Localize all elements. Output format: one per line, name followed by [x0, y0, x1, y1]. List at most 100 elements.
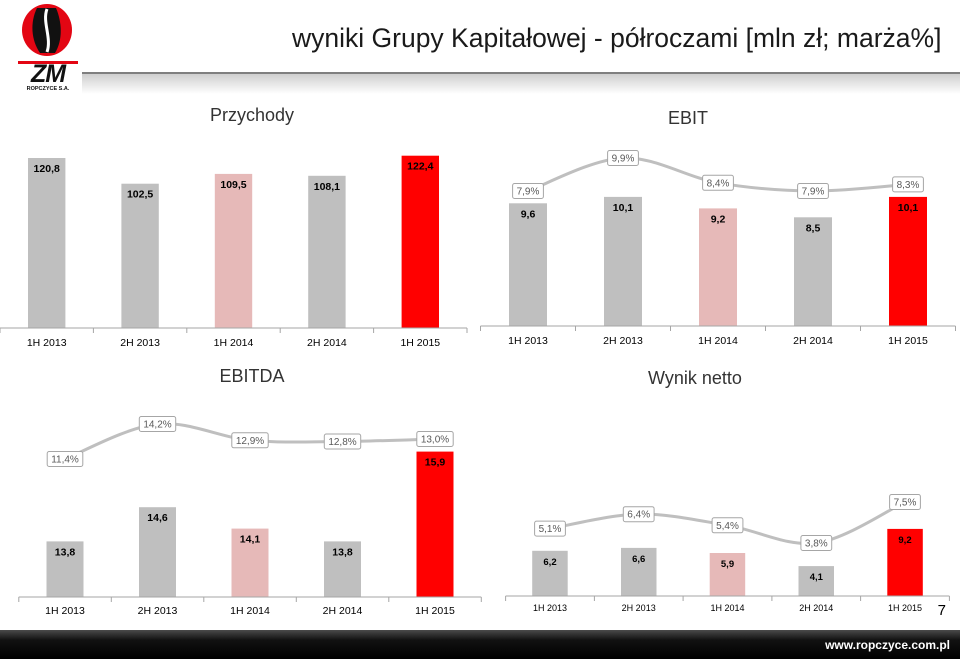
margin-label-box: [800, 535, 833, 551]
bar: [401, 155, 439, 328]
margin-label-text: 5,4%: [716, 521, 739, 532]
margin-label: 8,3%: [892, 176, 924, 193]
margin-label: 13,0%: [416, 431, 454, 447]
bar: [798, 566, 834, 596]
margin-label: 7,5%: [889, 494, 921, 510]
x-tick-label: 2H 2013: [138, 605, 178, 617]
x-tick-label: 2H 2013: [603, 335, 643, 347]
bar-value-label: 109,5: [220, 179, 246, 191]
bar: [709, 553, 746, 596]
margin-label-box: [607, 150, 639, 166]
chart-przychody: 120,8 102,5 109,5 108,1 122,4 1H 2013 2H 2013 1…: [0, 155, 468, 349]
x-tick-label: 2H 2013: [120, 337, 160, 349]
bar: [509, 203, 547, 326]
margin-label-text: 13,0%: [421, 435, 449, 446]
bar: [604, 196, 642, 326]
bar-value-label: 8,5: [806, 222, 821, 234]
bar: [416, 451, 454, 597]
margin-label-text: 12,8%: [328, 437, 356, 448]
footer-website-url: www.ropczyce.com.pl: [825, 638, 950, 652]
x-tick-label: 2H 2013: [622, 603, 656, 613]
x-tick-label: 2H 2014: [793, 335, 833, 347]
bar: [121, 183, 159, 328]
margin-label: 9,9%: [607, 150, 639, 166]
chart-ebitda: 13,8 14,6 14,1 13,8 15,9 1H 2013 2H 2013 1H 201…: [18, 416, 482, 617]
bar-value-label: 10,1: [613, 202, 634, 214]
margin-label-text: 3,8%: [805, 539, 828, 550]
header-shade: [82, 74, 960, 94]
slide-title: wyniki Grupy Kapitałowej - półroczami [m…: [292, 23, 942, 53]
margin-label-text: 7,9%: [517, 187, 540, 198]
logo-mark-text: ZM: [30, 60, 67, 88]
margin-label-box: [892, 176, 924, 193]
x-tick-label: 1H 2013: [508, 335, 548, 347]
margin-label-text: 9,9%: [612, 154, 635, 165]
x-tick-label: 1H 2015: [888, 335, 928, 347]
bar-value-label: 9,2: [711, 213, 726, 225]
margin-label: 11,4%: [46, 451, 84, 467]
margin-label-box: [231, 432, 269, 449]
x-tick-label: 1H 2014: [214, 337, 254, 349]
margin-label-text: 8,3%: [897, 180, 920, 191]
company-logo: ZM ROPCZYCE S.A.: [18, 4, 78, 92]
logo-red-bar: [18, 61, 78, 64]
x-tick-label: 1H 2014: [698, 335, 738, 347]
bar: [308, 175, 346, 328]
bar-value-label: 13,8: [55, 546, 76, 558]
bar-value-label: 15,9: [425, 457, 446, 469]
bar-value-label: 9,6: [521, 208, 536, 220]
margin-label: 12,8%: [323, 433, 362, 450]
margin-label-text: 8,4%: [707, 178, 730, 189]
margin-label: 5,4%: [711, 517, 744, 534]
margin-label-text: 7,9%: [802, 187, 825, 198]
x-tick-label: 1H 2014: [710, 603, 744, 613]
margin-label-box: [622, 506, 655, 523]
margin-label: 6,4%: [622, 506, 655, 523]
bar-value-label: 108,1: [314, 181, 340, 193]
margin-label-text: 12,9%: [236, 436, 264, 447]
bar: [46, 541, 84, 597]
bar: [621, 547, 657, 596]
chart-title-ebit: EBIT: [668, 108, 708, 128]
margin-label: 7,9%: [797, 183, 829, 199]
margin-label-box: [416, 431, 454, 447]
margin-label-box: [797, 183, 829, 199]
bar: [324, 541, 361, 597]
chart-title-wynik-netto: Wynik netto: [648, 368, 742, 388]
logo-company-text: ROPCZYCE S.A.: [27, 86, 70, 92]
margin-label: 14,2%: [138, 416, 177, 432]
x-tick-label: 1H 2013: [45, 605, 85, 617]
margin-label-text: 7,5%: [894, 498, 917, 509]
x-tick-label: 1H 2015: [888, 603, 922, 613]
margin-label-text: 14,2%: [143, 420, 171, 431]
margin-label: 7,9%: [512, 183, 544, 199]
margin-label-box: [323, 433, 362, 450]
bar-value-label: 5,9: [721, 559, 734, 570]
footer-bar: www.ropczyce.com.pl: [0, 630, 960, 659]
margin-label-text: 11,4%: [51, 455, 79, 466]
x-tick-label: 1H 2015: [400, 337, 440, 349]
margin-label-box: [534, 520, 566, 537]
x-tick-label: 1H 2013: [533, 603, 567, 613]
chart-title-przychody: Przychody: [210, 105, 294, 125]
bar-value-label: 6,2: [543, 557, 556, 568]
header-rule: [82, 72, 960, 74]
bar: [214, 173, 253, 328]
margin-label-text: 5,1%: [539, 524, 562, 535]
bar: [887, 528, 923, 596]
margin-label-text: 6,4%: [627, 510, 650, 521]
margin-label-box: [138, 416, 177, 432]
x-tick-label: 2H 2014: [323, 605, 363, 617]
x-tick-label: 2H 2014: [799, 603, 833, 613]
bar-value-label: 4,1: [810, 572, 824, 583]
margin-label-box: [711, 517, 744, 534]
x-tick-label: 1H 2015: [415, 605, 455, 617]
bar-value-label: 10,1: [898, 202, 919, 214]
margin-label: 5,1%: [534, 520, 566, 537]
margin-label: 12,9%: [231, 432, 269, 449]
margin-label-box: [512, 183, 544, 199]
bar-value-label: 120,8: [34, 163, 60, 175]
page-number: 7: [937, 602, 946, 619]
bar: [794, 217, 832, 326]
